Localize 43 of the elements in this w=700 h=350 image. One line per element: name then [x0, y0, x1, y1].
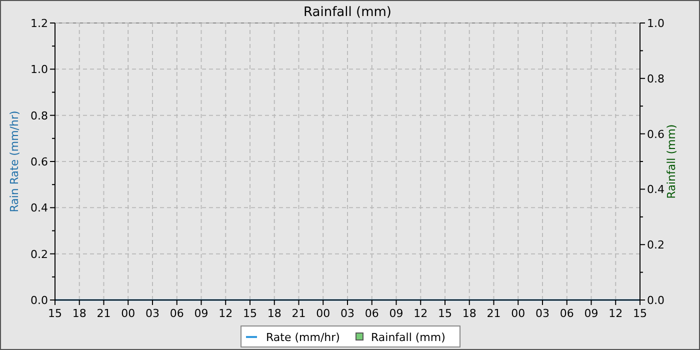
y-tick-label: 1.0	[30, 63, 48, 76]
y-tick-label: 0.8	[30, 109, 48, 122]
x-tick-label: 00	[316, 307, 330, 320]
x-tick-label: 06	[170, 307, 184, 320]
y2-tick-label: 1.0	[647, 17, 664, 30]
y-tick-label: 1.2	[30, 17, 48, 30]
y-tick-label: 0.2	[30, 248, 48, 261]
x-tick-label: 03	[340, 307, 354, 320]
x-tick-label: 15	[243, 307, 257, 320]
legend-label: Rate (mm/hr)	[266, 331, 340, 344]
x-tick-label: 09	[389, 307, 404, 320]
x-tick-label: 21	[292, 307, 306, 320]
x-tick-label: 18	[267, 307, 282, 320]
x-tick-label: 15	[438, 307, 452, 320]
x-tick-label: 18	[72, 307, 86, 320]
y2-tick-label: 0.0	[647, 294, 664, 307]
x-tick-label: 15	[48, 307, 62, 320]
x-tick-label: 03	[146, 307, 160, 320]
x-tick-label: 12	[608, 307, 623, 320]
y-axis-title: Rain Rate (mm/hr)	[8, 110, 21, 212]
y2-tick-label: 0.2	[647, 238, 664, 252]
x-tick-label: 21	[96, 307, 111, 320]
y2-tick-label: 0.8	[647, 72, 664, 86]
x-tick-label: 06	[560, 307, 574, 320]
y2-axis-title: Rainfall (mm)	[665, 124, 678, 199]
x-tick-label: 09	[194, 307, 208, 320]
y-tick-label: 0.4	[30, 202, 48, 215]
x-tick-label: 18	[462, 307, 476, 320]
x-tick-label: 12	[218, 307, 233, 320]
legend-label: Rainfall (mm)	[371, 331, 446, 344]
chart-title: Rainfall (mm)	[304, 5, 392, 20]
y-tick-label: 0.0	[30, 294, 48, 307]
x-tick-label: 09	[584, 307, 598, 320]
y2-tick-label: 0.4	[647, 183, 664, 196]
x-tick-label: 03	[536, 307, 550, 320]
x-tick-label: 00	[511, 307, 526, 320]
x-tick-label: 12	[414, 307, 428, 320]
x-tick-label: 15	[633, 307, 647, 320]
y-tick-label: 0.6	[30, 156, 48, 168]
y2-tick-label: 0.6	[647, 128, 664, 141]
x-tick-label: 00	[121, 307, 136, 320]
x-tick-label: 21	[486, 307, 501, 320]
x-tick-label: 06	[364, 307, 379, 320]
